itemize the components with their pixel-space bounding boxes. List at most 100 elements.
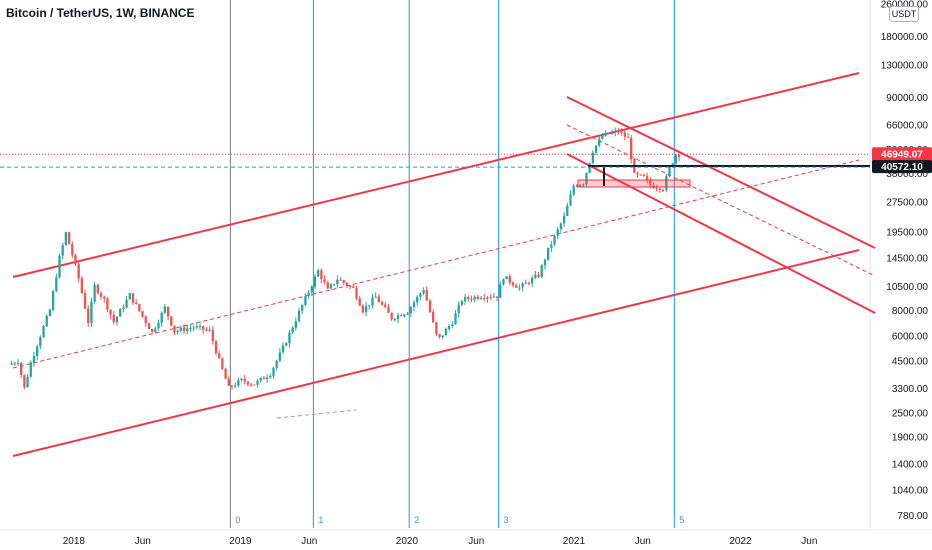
candle (90, 301, 93, 324)
candle (495, 296, 499, 298)
cycle-label: 5 (679, 515, 684, 525)
candle (249, 384, 253, 386)
candle (333, 284, 336, 286)
candle (451, 324, 454, 326)
currency-unit-button[interactable]: USDT (889, 6, 919, 22)
candle (326, 282, 329, 289)
candle (556, 229, 559, 236)
candle (64, 232, 68, 245)
candle (377, 296, 381, 303)
candle (170, 316, 173, 326)
candle (531, 278, 534, 284)
candle (614, 130, 617, 133)
y-tick-label: 780.00 (897, 511, 928, 522)
candle (93, 284, 96, 302)
x-tick-label: 2021 (563, 536, 586, 547)
candle (559, 223, 563, 230)
candle (486, 297, 489, 299)
candle (99, 293, 103, 297)
y-tick-label: 180000.00 (881, 32, 929, 43)
candle (658, 188, 662, 191)
candle (617, 130, 620, 133)
candle (16, 362, 20, 364)
candle (313, 276, 317, 287)
candle (562, 215, 566, 224)
candle (553, 235, 556, 245)
x-tick-label: 2019 (229, 536, 252, 547)
y-tick-label: 3300.00 (892, 384, 929, 395)
y-tick-label: 260000.00 (881, 0, 929, 11)
candle (106, 298, 109, 310)
channel-mid-line[interactable] (12, 159, 860, 369)
x-tick-label: Jun (635, 536, 651, 547)
candle (51, 291, 55, 310)
candle (297, 310, 301, 322)
candle (301, 304, 304, 311)
candle (154, 328, 157, 332)
candle (71, 244, 74, 256)
candle (135, 302, 138, 304)
candle (620, 132, 623, 134)
candle (211, 329, 214, 342)
candle (125, 299, 128, 308)
candle (393, 319, 396, 321)
short-dashed-line[interactable] (276, 409, 357, 419)
candle (160, 312, 163, 323)
candle (578, 184, 582, 187)
candle (32, 356, 36, 363)
candle (403, 314, 406, 317)
candle (432, 312, 435, 323)
candle (141, 311, 144, 317)
candle (425, 289, 428, 301)
candle (285, 343, 288, 346)
cycle-label: 2 (414, 515, 419, 525)
candle (499, 284, 502, 298)
candle (655, 188, 658, 190)
candle (438, 334, 441, 338)
candle (636, 172, 639, 175)
candle (409, 307, 412, 314)
support-zone-box[interactable] (577, 179, 691, 188)
candle (163, 306, 167, 313)
candle (502, 279, 505, 285)
y-tick-label: 2500.00 (892, 408, 929, 419)
candle (550, 244, 553, 248)
y-tick-label: 6000.00 (892, 331, 929, 342)
candle (224, 368, 227, 379)
channel-lower-line[interactable] (12, 249, 860, 457)
candle (205, 329, 208, 331)
y-tick-label: 1040.00 (892, 486, 929, 497)
candle (272, 367, 275, 376)
candle (294, 321, 297, 328)
y-tick-label: 130000.00 (881, 61, 929, 72)
candle (259, 377, 262, 381)
candle (591, 152, 595, 163)
down-channel-mid-line[interactable] (566, 124, 874, 276)
candle (262, 377, 266, 380)
candle (380, 302, 384, 305)
cycle-label: 0 (235, 515, 240, 525)
x-tick-label: 2018 (63, 536, 86, 547)
candle (428, 300, 432, 313)
candle (128, 293, 131, 300)
candle (109, 309, 112, 315)
candle (588, 162, 591, 173)
candle (74, 255, 77, 265)
candle (594, 145, 598, 153)
down-channel-lower-line[interactable] (566, 153, 876, 314)
candle (323, 279, 326, 283)
candle (182, 327, 186, 332)
candle (566, 205, 569, 216)
candle (243, 378, 246, 382)
channel-upper-line[interactable] (12, 72, 860, 278)
cycle-label: 3 (504, 515, 509, 525)
candle (649, 179, 652, 186)
candle (198, 326, 202, 328)
down-channel-upper-line[interactable] (566, 96, 876, 249)
candle (569, 194, 572, 206)
candle (419, 293, 422, 297)
candle (20, 362, 23, 375)
candle (473, 296, 476, 300)
axis-corner (870, 530, 932, 550)
